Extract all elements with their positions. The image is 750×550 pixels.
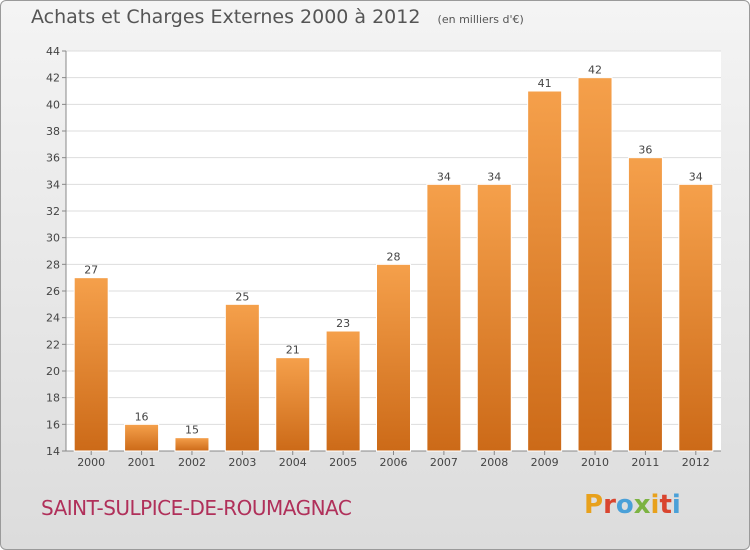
y-tick-label: 30 xyxy=(46,232,60,245)
y-tick-label: 38 xyxy=(46,125,60,138)
x-tick-label: 2003 xyxy=(228,456,256,469)
bar xyxy=(678,183,714,452)
bar-value-label: 28 xyxy=(387,250,401,263)
bar-value-label: 27 xyxy=(84,264,98,277)
bar xyxy=(577,77,613,452)
chart-title-block: Achats et Charges Externes 2000 à 2012 (… xyxy=(31,6,524,28)
logo-letter: i xyxy=(650,490,660,520)
bar-value-label: 23 xyxy=(336,317,350,330)
logo-letter: t xyxy=(659,490,672,520)
x-tick-label: 2009 xyxy=(531,456,559,469)
y-tick-label: 32 xyxy=(46,205,60,218)
y-tick-label: 40 xyxy=(46,98,60,111)
bar xyxy=(527,90,563,452)
x-tick-label: 2007 xyxy=(430,456,458,469)
bar-value-label: 34 xyxy=(689,170,703,183)
bar-value-label: 42 xyxy=(588,64,602,77)
proxiti-logo: Proxiti xyxy=(584,490,681,520)
bar xyxy=(224,303,260,452)
bar-value-label: 25 xyxy=(235,290,249,303)
x-tick-label: 2005 xyxy=(329,456,357,469)
logo-letter: P xyxy=(584,490,604,520)
y-tick-label: 20 xyxy=(46,365,60,378)
logo-letter: o xyxy=(615,490,634,520)
bar-value-label: 34 xyxy=(487,170,501,183)
x-tick-label: 2001 xyxy=(128,456,156,469)
bar xyxy=(426,183,462,452)
y-tick-label: 34 xyxy=(46,178,60,191)
bar xyxy=(627,157,663,452)
bar-value-label: 15 xyxy=(185,424,199,437)
y-tick-label: 14 xyxy=(46,445,60,458)
y-tick-label: 18 xyxy=(46,392,60,405)
y-tick-label: 16 xyxy=(46,418,60,431)
bar xyxy=(275,357,311,452)
chart-subtitle: (en milliers d'€) xyxy=(437,13,524,26)
x-tick-label: 2002 xyxy=(178,456,206,469)
x-tick-label: 2012 xyxy=(682,456,710,469)
x-tick-label: 2006 xyxy=(380,456,408,469)
logo-letter: r xyxy=(603,490,616,520)
y-tick-label: 26 xyxy=(46,285,60,298)
logo-letter: i xyxy=(671,490,681,520)
bar-value-label: 41 xyxy=(538,77,552,90)
y-tick-label: 44 xyxy=(46,45,60,58)
bar xyxy=(376,263,411,452)
x-tick-label: 2011 xyxy=(631,456,659,469)
bar-value-label: 21 xyxy=(286,344,300,357)
bar xyxy=(174,437,210,452)
bar xyxy=(124,423,160,452)
bar-value-label: 16 xyxy=(135,410,149,423)
x-tick-label: 2000 xyxy=(77,456,105,469)
y-tick-label: 36 xyxy=(46,152,60,165)
x-tick-label: 2008 xyxy=(480,456,508,469)
chart-title: Achats et Charges Externes 2000 à 2012 xyxy=(31,6,421,28)
y-tick-label: 42 xyxy=(46,72,60,85)
commune-name: SAINT-SULPICE-DE-ROUMAGNAC xyxy=(41,496,352,520)
x-tick-label: 2004 xyxy=(279,456,307,469)
bar-value-label: 36 xyxy=(638,144,652,157)
x-tick-label: 2010 xyxy=(581,456,609,469)
y-tick-label: 22 xyxy=(46,338,60,351)
bar-value-label: 34 xyxy=(437,170,451,183)
bar xyxy=(73,277,109,452)
logo-letter: x xyxy=(633,490,651,520)
bar xyxy=(325,330,361,452)
y-tick-label: 28 xyxy=(46,258,60,271)
y-tick-label: 24 xyxy=(46,312,60,325)
bar xyxy=(476,183,512,452)
